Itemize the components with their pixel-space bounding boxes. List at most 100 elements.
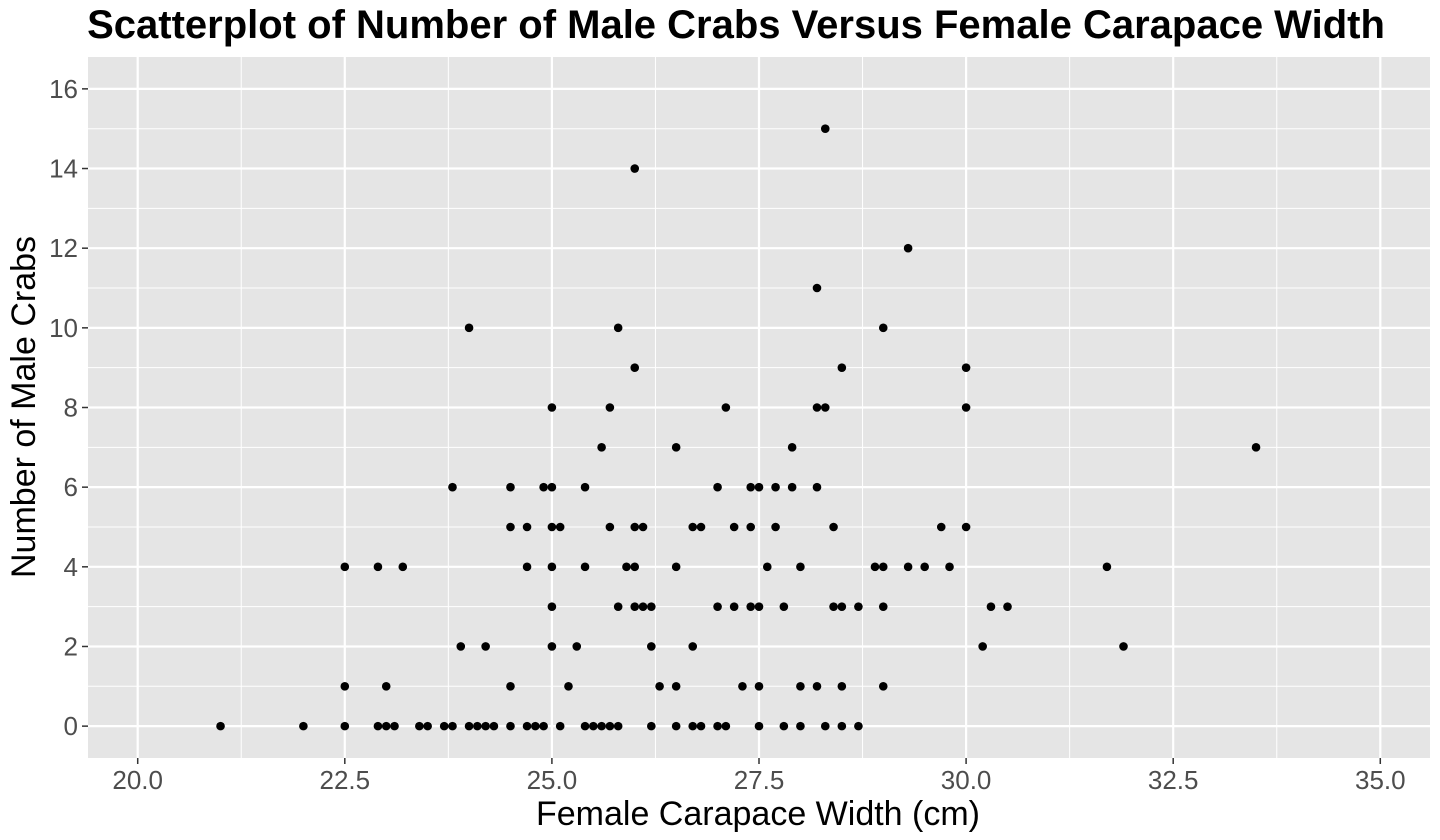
data-point: [870, 562, 880, 572]
x-tick-label: 30.0: [941, 765, 992, 795]
data-point: [696, 721, 706, 731]
data-point: [854, 602, 863, 611]
data-point: [796, 562, 805, 572]
data-point: [605, 403, 615, 412]
data-point: [381, 721, 391, 731]
data-point: [216, 721, 225, 731]
data-point: [878, 323, 888, 333]
data-point: [812, 682, 822, 691]
data-point: [415, 721, 424, 731]
y-tick-label: 8: [64, 393, 78, 423]
data-point: [721, 403, 731, 412]
y-axis-tick-labels: 0 2 4 6 8 10 12 14 16: [49, 74, 78, 741]
y-tick-label: 6: [64, 472, 78, 502]
data-point: [547, 522, 557, 532]
data-point: [961, 403, 971, 412]
data-point: [1119, 642, 1128, 651]
data-point: [671, 721, 681, 731]
data-point: [746, 602, 756, 611]
data-point: [978, 642, 987, 651]
data-point: [696, 522, 706, 532]
data-point: [878, 562, 888, 572]
data-point: [854, 721, 863, 731]
data-point: [522, 562, 532, 572]
data-point: [779, 602, 789, 611]
y-tick-label: 4: [64, 552, 78, 582]
y-tick-label: 0: [64, 711, 78, 741]
data-point: [481, 721, 490, 731]
chart-title: Scatterplot of Number of Male Crabs Vers…: [87, 3, 1385, 47]
data-point: [771, 482, 780, 492]
data-point: [903, 243, 913, 253]
data-point: [589, 721, 598, 731]
data-point: [605, 522, 615, 532]
data-point: [754, 602, 764, 611]
data-point: [489, 721, 499, 731]
data-point: [539, 721, 548, 731]
data-point: [638, 522, 648, 532]
data-point: [746, 522, 756, 532]
data-point: [688, 721, 698, 731]
data-point: [506, 482, 515, 492]
data-point: [473, 721, 482, 731]
data-point: [580, 562, 590, 572]
data-point: [837, 602, 847, 611]
data-point: [1251, 443, 1261, 452]
data-point: [448, 721, 457, 731]
data-point: [688, 522, 698, 532]
data-point: [373, 562, 383, 572]
data-point: [920, 562, 929, 572]
data-point: [613, 323, 623, 333]
data-point: [555, 522, 565, 532]
data-point: [812, 482, 822, 492]
data-point: [771, 522, 780, 532]
data-point: [439, 721, 449, 731]
x-tick-label: 35.0: [1355, 765, 1406, 795]
data-point: [547, 482, 557, 492]
y-tick-label: 16: [49, 74, 78, 104]
data-point: [340, 682, 350, 691]
data-point: [812, 283, 822, 293]
data-point: [522, 522, 532, 532]
data-point: [713, 482, 722, 492]
data-point: [837, 721, 847, 731]
data-point: [796, 682, 805, 691]
data-point: [390, 721, 399, 731]
data-point: [448, 482, 457, 492]
data-point: [787, 443, 797, 452]
data-point: [580, 482, 590, 492]
x-tick-label: 22.5: [319, 765, 370, 795]
data-point: [555, 721, 565, 731]
data-point: [340, 562, 350, 572]
data-point: [423, 721, 432, 731]
data-point: [630, 164, 640, 173]
data-point: [373, 721, 383, 731]
data-point: [572, 642, 582, 651]
data-point: [762, 562, 772, 572]
data-point: [531, 721, 540, 731]
data-point: [936, 522, 946, 532]
data-point: [671, 562, 681, 572]
y-tick-label: 12: [49, 233, 78, 263]
data-point: [812, 403, 822, 412]
data-point: [630, 522, 640, 532]
data-point: [506, 682, 515, 691]
y-tick-label: 10: [49, 313, 78, 343]
data-point: [398, 562, 408, 572]
data-point: [986, 602, 996, 611]
data-point: [754, 721, 764, 731]
data-point: [630, 562, 640, 572]
data-point: [655, 682, 664, 691]
data-point: [381, 682, 391, 691]
data-point: [671, 443, 681, 452]
data-point: [340, 721, 350, 731]
data-point: [547, 642, 557, 651]
data-point: [671, 682, 681, 691]
data-point: [796, 721, 805, 731]
data-point: [464, 721, 474, 731]
x-tick-label: 20.0: [112, 765, 163, 795]
data-point: [878, 602, 888, 611]
data-point: [729, 522, 739, 532]
data-point: [456, 642, 466, 651]
data-point: [829, 522, 838, 532]
